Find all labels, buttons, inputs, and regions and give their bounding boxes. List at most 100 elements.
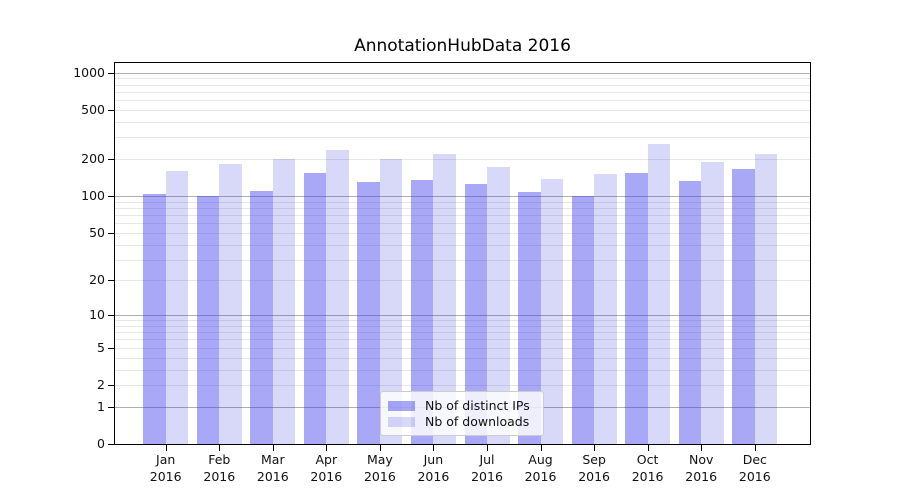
y-tick-500 [108, 110, 114, 111]
minor-gridline-6 [115, 339, 810, 341]
y-tick-label-5: 5 [97, 339, 105, 355]
bar-ips-sep [571, 196, 595, 444]
x-tick-label-jan: Jan 2016 [149, 452, 182, 484]
x-tick-label-apr: Apr 2016 [310, 452, 343, 484]
minor-gridline-200 [115, 159, 810, 160]
minor-gridline-4 [115, 357, 810, 359]
bar-ips-mar [250, 191, 273, 444]
bar-ips-jan [143, 193, 166, 444]
bar-ips-aug [518, 192, 541, 444]
y-tick-1000 [108, 72, 114, 74]
bar-downloads-mar [272, 158, 296, 444]
bar-downloads-jun [433, 154, 456, 444]
x-tick-aug [540, 445, 542, 451]
x-tick-label-jul: Jul 2016 [471, 452, 503, 484]
x-tick-label-oct: Oct 2016 [631, 452, 664, 484]
y-tick-label-500: 500 [81, 102, 105, 117]
plot-area [114, 62, 811, 445]
legend-label-downloads: Nb of downloads [425, 414, 530, 429]
bar-ips-jun [410, 180, 434, 444]
bar-ips-apr [303, 173, 327, 444]
x-tick-label-sep: Sep 2016 [578, 452, 610, 484]
minor-gridline-3 [115, 369, 810, 371]
x-tick-label-nov: Nov 2016 [685, 452, 718, 484]
legend-item-distinct-ips: Nb of distinct IPs [388, 398, 535, 413]
minor-gridline-8 [115, 325, 810, 327]
minor-gridline-40 [115, 244, 810, 246]
legend-swatch-distinct-ips [388, 400, 415, 411]
x-tick-sep [594, 445, 596, 451]
x-tick-label-feb: Feb 2016 [203, 452, 236, 484]
chart-title: AnnotationHubData 2016 [354, 36, 571, 56]
bar-downloads-jul [487, 167, 510, 444]
minor-gridline-70 [115, 215, 810, 216]
bar-downloads-apr [326, 150, 349, 444]
x-tick-jul [487, 445, 488, 451]
x-tick-label-aug: Aug 2016 [524, 452, 557, 484]
legend-item-downloads: Nb of downloads [388, 414, 535, 429]
y-tick-200 [108, 159, 114, 160]
y-tick-label-10: 10 [89, 307, 105, 323]
bar-downloads-dec [754, 153, 778, 444]
y-tick-label-2: 2 [97, 377, 105, 392]
y-tick-100 [108, 196, 114, 197]
x-tick-label-dec: Dec 2016 [738, 452, 771, 484]
bar-downloads-aug [540, 178, 563, 444]
y-tick-label-100: 100 [81, 188, 105, 203]
y-tick-1 [108, 406, 114, 408]
y-tick-label-200: 200 [81, 151, 105, 166]
y-tick-label-1: 1 [97, 398, 105, 414]
minor-gridline-9 [115, 320, 810, 322]
bar-downloads-jan [165, 171, 189, 444]
minor-gridline-300 [115, 137, 810, 139]
minor-gridline-90 [115, 201, 810, 203]
y-tick-label-0: 0 [97, 436, 105, 451]
major-gridline-10 [115, 315, 810, 317]
minor-gridline-900 [115, 78, 810, 80]
minor-gridline-30 [115, 259, 810, 261]
x-tick-jun [433, 445, 435, 451]
bar-downloads-sep [594, 174, 617, 444]
y-tick-label-50: 50 [89, 224, 105, 240]
bar-ips-oct [625, 172, 648, 444]
x-tick-oct [647, 445, 649, 451]
y-tick-2 [108, 385, 114, 386]
minor-gridline-800 [115, 84, 810, 86]
minor-gridline-20 [115, 280, 810, 282]
x-tick-label-mar: Mar 2016 [256, 452, 289, 484]
minor-gridline-700 [115, 91, 810, 93]
minor-gridline-400 [115, 121, 810, 123]
x-tick-mar [272, 445, 274, 451]
minor-gridline-2 [115, 385, 810, 386]
y-tick-0 [108, 444, 114, 445]
bar-ips-jul [464, 184, 487, 444]
major-gridline-1000 [115, 72, 810, 74]
y-tick-50 [108, 232, 114, 234]
x-tick-dec [754, 445, 756, 451]
minor-gridline-50 [115, 232, 810, 234]
y-tick-5 [108, 347, 114, 349]
x-tick-jan [165, 445, 167, 451]
x-tick-label-jun: Jun 2016 [417, 452, 450, 484]
minor-gridline-60 [115, 223, 810, 225]
bar-downloads-oct [647, 143, 671, 444]
x-tick-feb [219, 445, 221, 451]
y-tick-label-20: 20 [89, 272, 105, 288]
major-gridline-100 [115, 196, 810, 197]
legend-swatch-downloads [388, 416, 415, 427]
bar-downloads-nov [701, 161, 724, 444]
bar-ips-nov [678, 181, 702, 444]
bar-ips-dec [732, 169, 755, 444]
x-tick-nov [701, 445, 703, 451]
minor-gridline-600 [115, 100, 810, 102]
legend: Nb of distinct IPs Nb of downloads [380, 391, 544, 436]
y-tick-20 [108, 280, 114, 282]
x-tick-label-may: May 2016 [363, 452, 396, 484]
bar-downloads-feb [219, 164, 242, 444]
bar-downloads-may [379, 158, 403, 444]
bar-ips-may [357, 181, 380, 444]
y-tick-label-1000: 1000 [73, 64, 105, 80]
minor-gridline-80 [115, 207, 810, 209]
y-tick-10 [108, 315, 114, 317]
